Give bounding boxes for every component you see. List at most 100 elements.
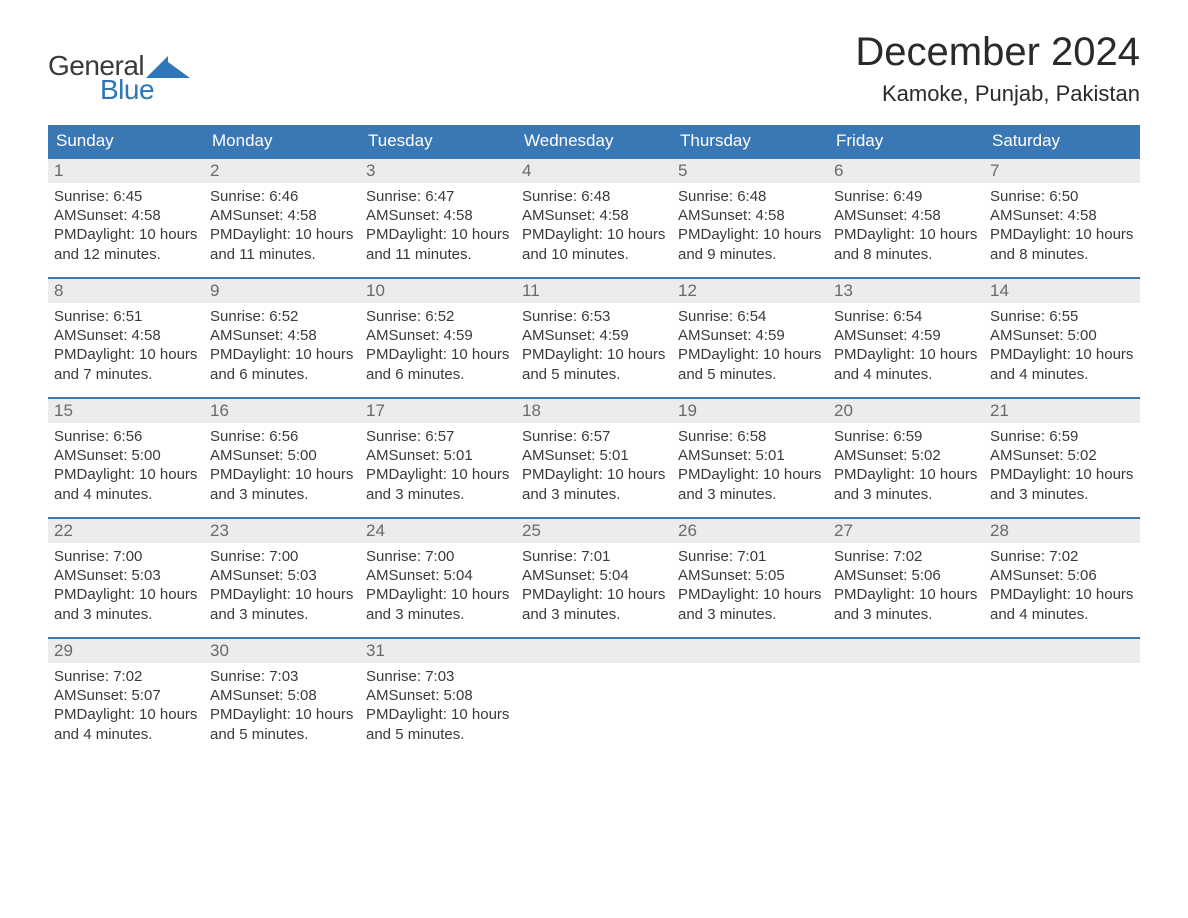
day-body: Sunrise: 6:57 AMSunset: 5:01 PMDaylight:…	[516, 423, 672, 504]
day-number: 6	[828, 159, 984, 183]
day-cell: 28Sunrise: 7:02 AMSunset: 5:06 PMDayligh…	[984, 519, 1140, 637]
day-cell: 26Sunrise: 7:01 AMSunset: 5:05 PMDayligh…	[672, 519, 828, 637]
day-cell: 19Sunrise: 6:58 AMSunset: 5:01 PMDayligh…	[672, 399, 828, 517]
day-cell: 5Sunrise: 6:48 AMSunset: 4:58 PMDaylight…	[672, 159, 828, 277]
day-number: 7	[984, 159, 1140, 183]
day-body: Sunrise: 7:01 AMSunset: 5:04 PMDaylight:…	[516, 543, 672, 624]
day-body: Sunrise: 7:02 AMSunset: 5:06 PMDaylight:…	[828, 543, 984, 624]
day-number: 2	[204, 159, 360, 183]
page-header: General Blue December 2024 Kamoke, Punja…	[48, 30, 1140, 107]
day-number: 24	[360, 519, 516, 543]
day-body: Sunrise: 7:02 AMSunset: 5:07 PMDaylight:…	[48, 663, 204, 744]
day-number: 31	[360, 639, 516, 663]
day-number: 23	[204, 519, 360, 543]
day-number: 27	[828, 519, 984, 543]
week-row: 29Sunrise: 7:02 AMSunset: 5:07 PMDayligh…	[48, 637, 1140, 757]
day-cell: 18Sunrise: 6:57 AMSunset: 5:01 PMDayligh…	[516, 399, 672, 517]
day-cell	[828, 639, 984, 757]
day-cell: 3Sunrise: 6:47 AMSunset: 4:58 PMDaylight…	[360, 159, 516, 277]
day-number-empty	[672, 639, 828, 663]
day-body: Sunrise: 7:00 AMSunset: 5:03 PMDaylight:…	[204, 543, 360, 624]
location-text: Kamoke, Punjab, Pakistan	[855, 81, 1140, 107]
day-number: 26	[672, 519, 828, 543]
day-cell: 12Sunrise: 6:54 AMSunset: 4:59 PMDayligh…	[672, 279, 828, 397]
day-number: 13	[828, 279, 984, 303]
day-cell: 6Sunrise: 6:49 AMSunset: 4:58 PMDaylight…	[828, 159, 984, 277]
day-number: 18	[516, 399, 672, 423]
day-body: Sunrise: 7:03 AMSunset: 5:08 PMDaylight:…	[204, 663, 360, 744]
day-body: Sunrise: 6:46 AMSunset: 4:58 PMDaylight:…	[204, 183, 360, 264]
week-row: 22Sunrise: 7:00 AMSunset: 5:03 PMDayligh…	[48, 517, 1140, 637]
day-cell	[984, 639, 1140, 757]
day-body: Sunrise: 6:56 AMSunset: 5:00 PMDaylight:…	[204, 423, 360, 504]
day-header-tue: Tuesday	[360, 125, 516, 157]
day-cell: 31Sunrise: 7:03 AMSunset: 5:08 PMDayligh…	[360, 639, 516, 757]
day-body: Sunrise: 7:00 AMSunset: 5:03 PMDaylight:…	[48, 543, 204, 624]
day-header-row: Sunday Monday Tuesday Wednesday Thursday…	[48, 125, 1140, 157]
day-cell: 1Sunrise: 6:45 AMSunset: 4:58 PMDaylight…	[48, 159, 204, 277]
day-cell: 9Sunrise: 6:52 AMSunset: 4:58 PMDaylight…	[204, 279, 360, 397]
day-body: Sunrise: 7:01 AMSunset: 5:05 PMDaylight:…	[672, 543, 828, 624]
day-body: Sunrise: 6:45 AMSunset: 4:58 PMDaylight:…	[48, 183, 204, 264]
day-body: Sunrise: 6:47 AMSunset: 4:58 PMDaylight:…	[360, 183, 516, 264]
day-number: 22	[48, 519, 204, 543]
day-cell: 11Sunrise: 6:53 AMSunset: 4:59 PMDayligh…	[516, 279, 672, 397]
day-cell: 4Sunrise: 6:48 AMSunset: 4:58 PMDaylight…	[516, 159, 672, 277]
day-body: Sunrise: 6:49 AMSunset: 4:58 PMDaylight:…	[828, 183, 984, 264]
day-number: 3	[360, 159, 516, 183]
day-cell	[672, 639, 828, 757]
logo-text-blue: Blue	[48, 76, 190, 104]
day-number: 16	[204, 399, 360, 423]
day-cell: 27Sunrise: 7:02 AMSunset: 5:06 PMDayligh…	[828, 519, 984, 637]
day-cell: 21Sunrise: 6:59 AMSunset: 5:02 PMDayligh…	[984, 399, 1140, 517]
day-number-empty	[828, 639, 984, 663]
day-number: 14	[984, 279, 1140, 303]
day-number: 9	[204, 279, 360, 303]
day-number-empty	[984, 639, 1140, 663]
day-body: Sunrise: 6:51 AMSunset: 4:58 PMDaylight:…	[48, 303, 204, 384]
day-body: Sunrise: 6:53 AMSunset: 4:59 PMDaylight:…	[516, 303, 672, 384]
day-number: 8	[48, 279, 204, 303]
day-cell: 15Sunrise: 6:56 AMSunset: 5:00 PMDayligh…	[48, 399, 204, 517]
day-number-empty	[516, 639, 672, 663]
day-body: Sunrise: 6:54 AMSunset: 4:59 PMDaylight:…	[672, 303, 828, 384]
day-body: Sunrise: 6:59 AMSunset: 5:02 PMDaylight:…	[828, 423, 984, 504]
day-header-fri: Friday	[828, 125, 984, 157]
day-number: 28	[984, 519, 1140, 543]
day-body: Sunrise: 7:02 AMSunset: 5:06 PMDaylight:…	[984, 543, 1140, 624]
week-row: 8Sunrise: 6:51 AMSunset: 4:58 PMDaylight…	[48, 277, 1140, 397]
day-cell: 22Sunrise: 7:00 AMSunset: 5:03 PMDayligh…	[48, 519, 204, 637]
day-number: 5	[672, 159, 828, 183]
day-cell: 17Sunrise: 6:57 AMSunset: 5:01 PMDayligh…	[360, 399, 516, 517]
day-body: Sunrise: 6:52 AMSunset: 4:59 PMDaylight:…	[360, 303, 516, 384]
day-header-mon: Monday	[204, 125, 360, 157]
logo: General Blue	[48, 30, 190, 104]
day-number: 10	[360, 279, 516, 303]
day-number: 15	[48, 399, 204, 423]
day-body: Sunrise: 6:52 AMSunset: 4:58 PMDaylight:…	[204, 303, 360, 384]
month-title: December 2024	[855, 30, 1140, 75]
calendar: Sunday Monday Tuesday Wednesday Thursday…	[48, 125, 1140, 757]
day-number: 12	[672, 279, 828, 303]
day-body: Sunrise: 6:55 AMSunset: 5:00 PMDaylight:…	[984, 303, 1140, 384]
day-number: 29	[48, 639, 204, 663]
day-cell: 23Sunrise: 7:00 AMSunset: 5:03 PMDayligh…	[204, 519, 360, 637]
day-number: 25	[516, 519, 672, 543]
day-header-wed: Wednesday	[516, 125, 672, 157]
day-cell: 8Sunrise: 6:51 AMSunset: 4:58 PMDaylight…	[48, 279, 204, 397]
day-body: Sunrise: 6:59 AMSunset: 5:02 PMDaylight:…	[984, 423, 1140, 504]
day-cell: 13Sunrise: 6:54 AMSunset: 4:59 PMDayligh…	[828, 279, 984, 397]
day-body: Sunrise: 6:58 AMSunset: 5:01 PMDaylight:…	[672, 423, 828, 504]
day-cell: 30Sunrise: 7:03 AMSunset: 5:08 PMDayligh…	[204, 639, 360, 757]
day-number: 20	[828, 399, 984, 423]
day-body: Sunrise: 7:03 AMSunset: 5:08 PMDaylight:…	[360, 663, 516, 744]
day-cell: 25Sunrise: 7:01 AMSunset: 5:04 PMDayligh…	[516, 519, 672, 637]
day-number: 21	[984, 399, 1140, 423]
day-cell: 24Sunrise: 7:00 AMSunset: 5:04 PMDayligh…	[360, 519, 516, 637]
day-cell: 16Sunrise: 6:56 AMSunset: 5:00 PMDayligh…	[204, 399, 360, 517]
day-body: Sunrise: 6:54 AMSunset: 4:59 PMDaylight:…	[828, 303, 984, 384]
week-row: 1Sunrise: 6:45 AMSunset: 4:58 PMDaylight…	[48, 157, 1140, 277]
day-cell	[516, 639, 672, 757]
day-number: 30	[204, 639, 360, 663]
day-body: Sunrise: 6:48 AMSunset: 4:58 PMDaylight:…	[672, 183, 828, 264]
